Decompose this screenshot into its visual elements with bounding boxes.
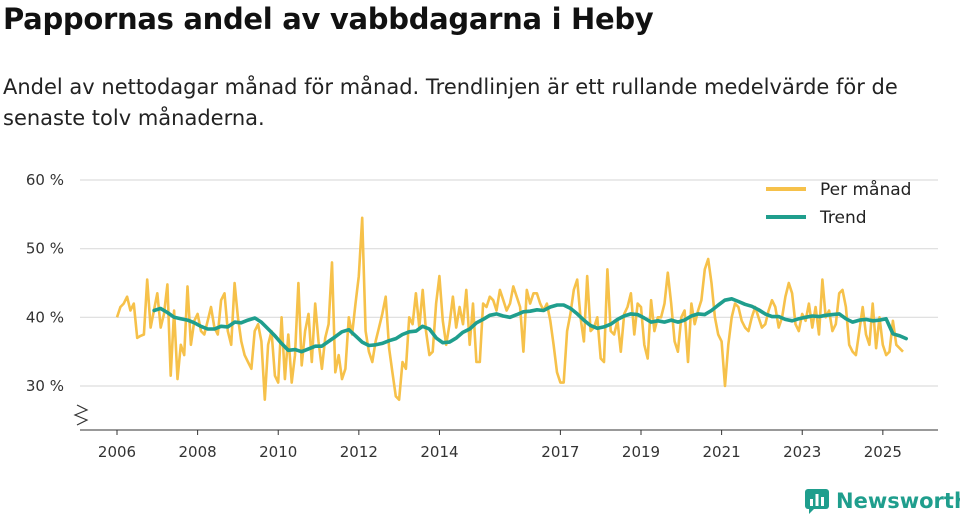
x-tick-label: 2023 bbox=[783, 443, 821, 461]
legend-label: Per månad bbox=[820, 179, 911, 200]
grid-lines bbox=[80, 179, 938, 387]
brand-name: Newsworthy bbox=[836, 489, 960, 513]
x-tick-label: 2010 bbox=[259, 443, 297, 461]
axis-break-icon bbox=[73, 404, 89, 426]
series-line-trend bbox=[152, 297, 908, 354]
x-tick-label: 2019 bbox=[622, 443, 660, 461]
page-title: Pappornas andel av vabbdagarna i Heby bbox=[3, 2, 654, 36]
x-tick-label: 2021 bbox=[703, 443, 741, 461]
x-tick-label: 2012 bbox=[340, 443, 378, 461]
bar-chart-icon bbox=[805, 489, 829, 514]
x-axis-ticks: 2006 2008 2010 2012 2014 2017 2019 2021 2023 2025 bbox=[98, 430, 902, 461]
x-tick-label: 2025 bbox=[864, 443, 902, 461]
y-tick-label: 30 % bbox=[26, 377, 64, 395]
axes bbox=[73, 404, 938, 431]
y-tick-label: 60 % bbox=[26, 171, 64, 189]
x-tick-label: 2017 bbox=[541, 443, 579, 461]
legend-label: Trend bbox=[819, 208, 867, 228]
x-tick-label: 2008 bbox=[179, 443, 217, 461]
series-line-per-manad bbox=[115, 216, 904, 401]
x-tick-label: 2006 bbox=[98, 443, 136, 461]
plot-area bbox=[115, 216, 908, 401]
chart-subtitle: Andel av nettodagar månad för månad. Tre… bbox=[3, 75, 898, 130]
y-tick-label: 40 % bbox=[26, 308, 64, 326]
legend: Per månad Trend bbox=[766, 179, 911, 228]
newsworthy-logo: Newsworthy bbox=[804, 488, 960, 514]
y-tick-label: 50 % bbox=[26, 240, 64, 258]
x-tick-label: 2014 bbox=[420, 443, 458, 461]
y-axis-ticks: 30 % 40 % 50 % 60 % bbox=[26, 171, 64, 395]
